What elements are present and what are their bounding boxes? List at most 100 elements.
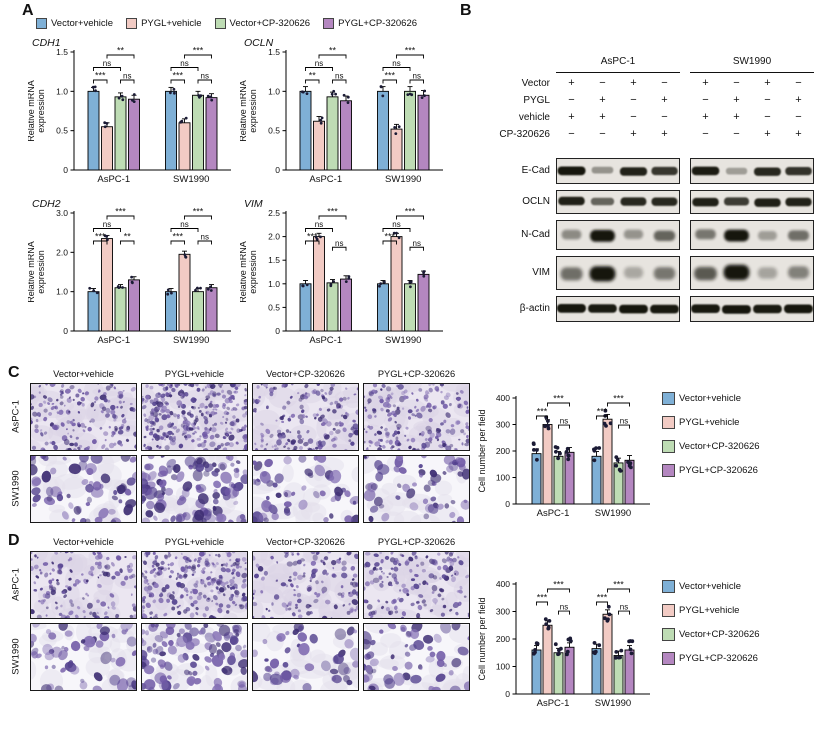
column-header: Vector+CP-320626 (266, 537, 345, 547)
significance-bracket (396, 54, 424, 59)
y-axis-label: Relative mRNA (28, 241, 36, 303)
chart-cdh1: 0 0.5 1.0 1.5 AsPC-1 SW1990 *** ns ** ns *** ns *** n… (28, 37, 231, 185)
data-point (88, 286, 92, 290)
significance-label: *** (193, 46, 204, 56)
blot-image (690, 256, 814, 290)
y-axis-label: expression (36, 250, 46, 294)
blot-band (691, 166, 720, 176)
y-tick-label: 1.5 (268, 47, 280, 57)
blot-band (785, 167, 812, 176)
y-tick-label: 0.5 (56, 126, 68, 136)
blot-band (694, 266, 717, 281)
data-point (553, 642, 558, 647)
data-point (534, 641, 539, 646)
y-tick-label: 2.5 (268, 208, 280, 218)
bar (87, 291, 100, 332)
chart-ocln: 0 0.5 1.0 1.5 AsPC-1 SW1990 ** ns ** ns *** ns *** ns… (240, 37, 443, 185)
legend-color-swatch (214, 18, 226, 29)
data-point (602, 421, 607, 426)
bar (390, 236, 403, 332)
blot-band (724, 197, 749, 206)
significance-bracket (106, 54, 135, 59)
x-group-label: AsPC-1 (97, 174, 130, 185)
bar (591, 648, 602, 695)
significance-label: *** (405, 207, 416, 217)
significance-bracket (332, 79, 347, 84)
data-point (166, 288, 170, 292)
significance-label: ns (620, 417, 628, 426)
significance-bracket (547, 402, 570, 407)
blot-name: OCLN (522, 196, 550, 207)
significance-label: ns (392, 220, 400, 229)
bar (553, 455, 564, 505)
condition-mark: + (795, 94, 802, 106)
blot-band (591, 166, 614, 174)
condition-mark: + (733, 111, 740, 123)
y-tick-label: 300 (496, 420, 510, 430)
data-point (554, 449, 558, 454)
y-tick-label: 0 (505, 499, 510, 509)
condition-mark: − (733, 128, 740, 140)
bar (101, 238, 113, 332)
data-point (319, 118, 323, 122)
micrograph-image (30, 551, 137, 619)
significance-label: ** (117, 46, 125, 56)
data-point (393, 126, 397, 129)
data-point (619, 648, 624, 653)
significance-label: ns (103, 59, 111, 68)
significance-label: ns (123, 72, 131, 81)
data-point (543, 424, 547, 429)
condition-mark: + (630, 77, 637, 89)
data-point (196, 286, 199, 290)
blot-box (556, 190, 680, 214)
y-axis-label: Cell number per field (477, 409, 487, 492)
significance-label: ns (335, 239, 343, 248)
significance-label: *** (553, 394, 564, 404)
column-header: Vector+vehicle (53, 537, 114, 547)
data-point (121, 98, 125, 102)
data-point (593, 651, 597, 656)
significance-bracket (93, 240, 108, 245)
y-axis-label: Cell number per field (477, 597, 487, 680)
condition-mark: − (702, 128, 709, 140)
y-axis-label: Relative mRNA (240, 241, 248, 303)
legend-label: PYGL+CP-320626 (338, 18, 418, 29)
significance-label: ** (124, 232, 132, 242)
legend-item: PYGL+CP-320626 (662, 652, 760, 665)
bar (313, 120, 325, 171)
data-point (179, 120, 183, 124)
data-point (103, 125, 107, 129)
significance-bracket (382, 228, 411, 232)
condition-name: vehicle (518, 112, 550, 123)
data-point (209, 285, 212, 289)
condition-mark: − (764, 94, 771, 106)
condition-mark: − (764, 111, 771, 123)
data-point (194, 288, 197, 292)
micrograph-image (30, 383, 137, 451)
blot-band (723, 264, 750, 280)
significance-bracket (93, 79, 108, 84)
data-point (197, 94, 201, 97)
bar (299, 283, 312, 332)
bar (417, 273, 430, 332)
data-point (319, 235, 322, 239)
significance-bracket (318, 54, 347, 59)
legend-label: PYGL+CP-320626 (679, 653, 758, 664)
legend-item: Vector+CP-320626 (214, 18, 311, 29)
data-point (329, 282, 333, 286)
data-point (423, 94, 426, 97)
significance-bracket (197, 240, 212, 245)
x-group-label: SW1990 (173, 335, 209, 346)
data-point (210, 98, 214, 102)
data-point (332, 280, 335, 283)
significance-label: ns (413, 72, 421, 81)
y-tick-label: 0.5 (268, 302, 280, 312)
data-point (206, 287, 210, 291)
blot-band (561, 229, 582, 240)
legend-label: Vector+vehicle (51, 18, 114, 29)
y-tick-label: 0 (275, 326, 280, 336)
data-point (629, 651, 634, 656)
legend-label: Vector+CP-320626 (229, 18, 311, 29)
significance-label: ns (560, 603, 568, 612)
